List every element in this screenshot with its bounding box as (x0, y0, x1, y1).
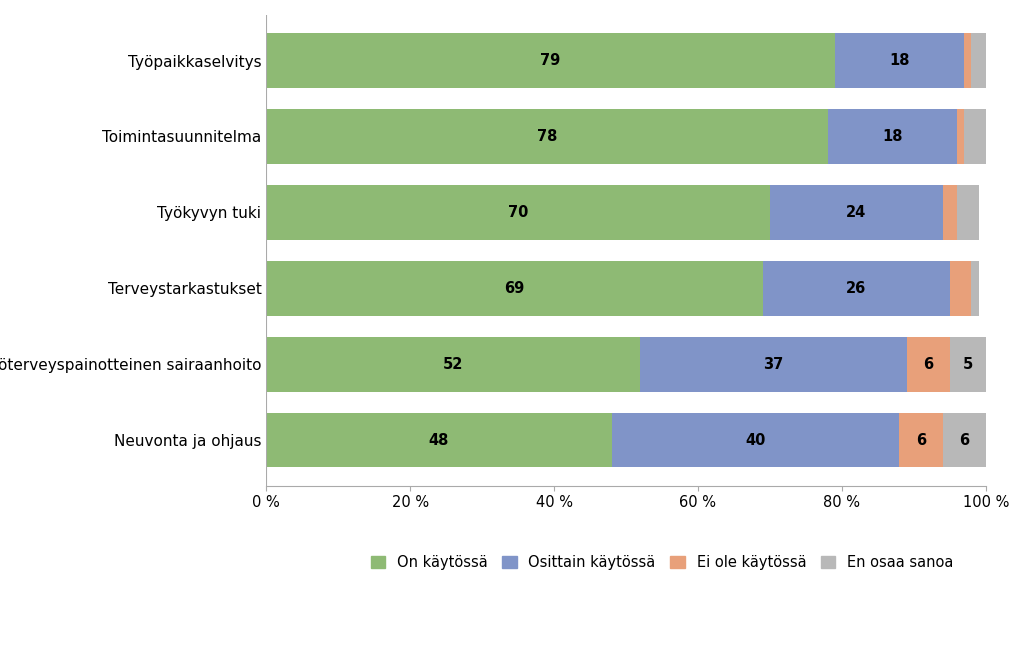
Bar (266, 33, 835, 88)
Bar (950, 337, 986, 391)
Text: 6: 6 (959, 433, 970, 448)
Bar (266, 337, 640, 391)
Bar (943, 413, 986, 468)
Text: 26: 26 (846, 281, 866, 296)
Bar (943, 185, 957, 240)
Bar (965, 109, 986, 164)
Bar (266, 109, 827, 164)
Bar (906, 337, 950, 391)
Bar (770, 185, 943, 240)
Bar (972, 261, 979, 316)
Text: 79: 79 (541, 53, 560, 68)
Text: 78: 78 (537, 129, 557, 144)
Bar (835, 33, 965, 88)
Bar (972, 33, 986, 88)
Legend: On käytössä, Osittain käytössä, Ei ole käytössä, En osaa sanoa: On käytössä, Osittain käytössä, Ei ole k… (365, 550, 959, 576)
Bar (266, 261, 763, 316)
Bar (266, 185, 770, 240)
Text: 5: 5 (963, 357, 973, 371)
Bar (899, 413, 943, 468)
Bar (965, 33, 972, 88)
Text: 18: 18 (889, 53, 909, 68)
Text: 48: 48 (429, 433, 450, 448)
Bar (957, 109, 965, 164)
Text: 37: 37 (764, 357, 783, 371)
Text: 70: 70 (508, 205, 528, 220)
Text: 69: 69 (505, 281, 524, 296)
Bar (827, 109, 957, 164)
Bar (640, 337, 906, 391)
Text: 6: 6 (916, 433, 926, 448)
Text: 6: 6 (924, 357, 933, 371)
Text: 18: 18 (882, 129, 902, 144)
Bar (950, 261, 972, 316)
Bar (266, 413, 611, 468)
Bar (763, 261, 950, 316)
Text: 40: 40 (745, 433, 766, 448)
Text: 24: 24 (846, 205, 866, 220)
Bar (611, 413, 899, 468)
Bar (957, 185, 979, 240)
Text: 52: 52 (443, 357, 464, 371)
